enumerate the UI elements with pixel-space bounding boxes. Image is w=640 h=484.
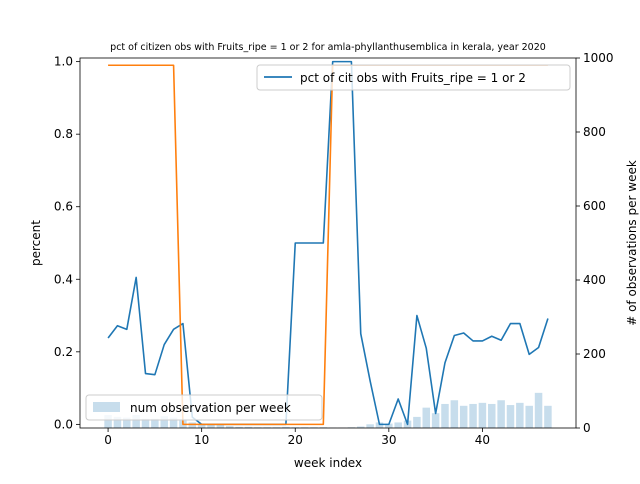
y-tick-label: 0.6	[54, 200, 73, 214]
y-tick-label: 0.8	[54, 127, 73, 141]
y-right-tick-label: 800	[583, 125, 606, 139]
y-tick-label: 0.2	[54, 345, 73, 359]
bar-week-38	[460, 406, 467, 428]
chart-title: pct of citizen obs with Fruits_ripe = 1 …	[110, 42, 546, 53]
bar-week-46	[535, 393, 542, 428]
y-axis-label: percent	[29, 220, 43, 266]
bar-week-36	[441, 404, 448, 428]
bar-week-43	[507, 405, 514, 428]
bar-week-37	[451, 400, 458, 428]
bar-week-9	[189, 422, 196, 428]
x-tick-label: 20	[288, 433, 303, 447]
x-tick-label: 10	[194, 433, 209, 447]
x-axis-label: week index	[294, 456, 362, 470]
x-tick-label: 40	[475, 433, 490, 447]
bar-week-12	[217, 425, 224, 428]
bar-week-47	[544, 406, 551, 428]
bar-week-33	[413, 417, 420, 428]
x-tick-label: 0	[104, 433, 112, 447]
y-tick-label: 1.0	[54, 55, 73, 69]
y-axis-right-label: # of observations per week	[625, 160, 639, 326]
legend-bar: num observation per week	[86, 395, 322, 420]
y-right-tick-label: 1000	[583, 51, 614, 65]
y-tick-label: 0.0	[54, 417, 73, 431]
bar-week-44	[516, 403, 523, 428]
legend-bar-swatch	[93, 402, 120, 412]
bar-week-35	[432, 413, 439, 428]
legend-line: pct of cit obs with Fruits_ripe = 1 or 2	[257, 65, 570, 90]
bar-week-42	[497, 400, 504, 428]
bar-week-39	[469, 404, 476, 428]
legend-bar-label: num observation per week	[130, 401, 291, 415]
x-tick-label: 30	[381, 433, 396, 447]
y-right-tick-label: 400	[583, 273, 606, 287]
legend-line-label: pct of cit obs with Fruits_ripe = 1 or 2	[300, 71, 526, 85]
bar-week-31	[394, 422, 401, 428]
bar-week-34	[423, 408, 430, 428]
bar-week-45	[525, 406, 532, 428]
y-tick-label: 0.4	[54, 272, 73, 286]
y-right-tick-label: 600	[583, 199, 606, 213]
bar-week-28	[366, 424, 373, 428]
bar-week-41	[488, 404, 495, 428]
y-right-tick-label: 200	[583, 347, 606, 361]
bar-week-40	[479, 403, 486, 428]
y-right-tick-label: 0	[583, 421, 591, 435]
